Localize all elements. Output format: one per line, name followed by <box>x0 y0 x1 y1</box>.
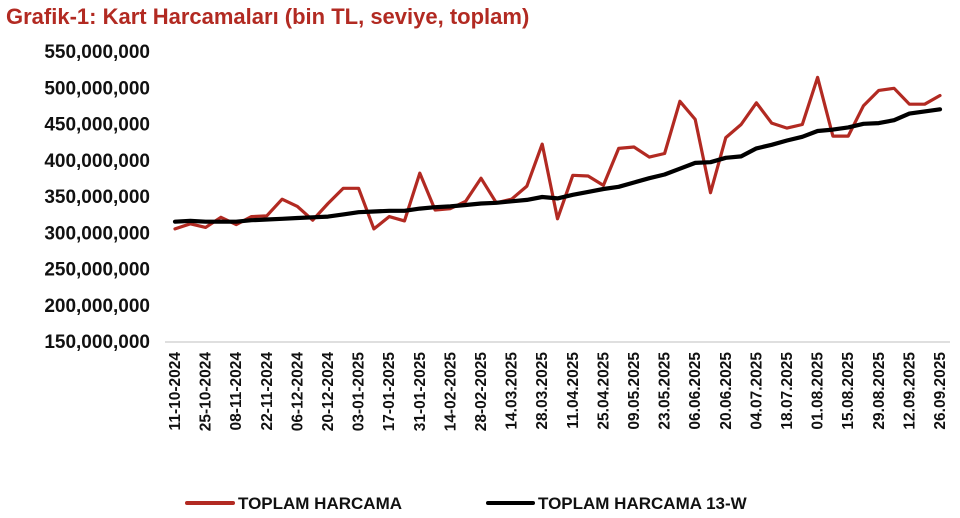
legend-label: TOPLAM HARCAMA <box>238 494 402 513</box>
x-tick-label: 09.05.2025 <box>626 352 643 430</box>
x-tick-label: 31-01-2025 <box>412 352 429 432</box>
x-tick-label: 25-10-2024 <box>198 352 215 432</box>
x-tick-label: 28.03.2025 <box>534 352 551 430</box>
x-tick-label: 15.08.2025 <box>840 352 857 430</box>
x-axis: 11-10-2024 25-10-2024 08-11-2024 22-11-2024… <box>165 341 950 432</box>
x-tick-label: 20.06.2025 <box>718 352 735 430</box>
x-tick-label: 29.08.2025 <box>871 352 888 430</box>
y-tick-label: 500,000,000 <box>44 78 150 99</box>
y-tick-label: 550,000,000 <box>44 42 150 63</box>
y-tick-label: 450,000,000 <box>44 115 150 136</box>
x-tick-label: 11-10-2024 <box>167 352 184 431</box>
x-tick-label: 11.04.2025 <box>565 352 582 429</box>
legend: TOPLAM HARCAMA TOPLAM HARCAMA 13-W <box>185 494 748 513</box>
series-line-toplam-harcama <box>173 75 942 231</box>
x-tick-label: 14.03.2025 <box>504 352 521 430</box>
x-tick-label: 22-11-2024 <box>259 352 276 431</box>
x-tick-label: 03-01-2025 <box>351 352 368 432</box>
x-tick-label: 20-12-2024 <box>320 352 337 432</box>
y-axis: 150,000,000 200,000,000 250,000,000 300,000… <box>44 42 150 353</box>
legend-label: TOPLAM HARCAMA 13-W <box>538 494 748 513</box>
y-tick-label: 400,000,000 <box>44 151 150 172</box>
x-tick-label: 12.09.2025 <box>901 352 918 430</box>
x-tick-label: 26.09.2025 <box>932 352 949 430</box>
y-tick-label: 150,000,000 <box>44 332 150 353</box>
x-tick-label: 25.04.2025 <box>595 352 612 430</box>
y-tick-label: 300,000,000 <box>44 223 150 244</box>
x-tick-label: 18.07.2025 <box>779 352 796 430</box>
chart-title: Grafik-1: Kart Harcamaları (bin TL, sevi… <box>6 4 530 29</box>
y-tick-label: 350,000,000 <box>44 187 150 208</box>
x-tick-label: 23.05.2025 <box>657 352 674 430</box>
x-tick-label: 28-02-2025 <box>473 352 490 432</box>
x-tick-label: 01.08.2025 <box>810 352 827 430</box>
x-tick-label: 06-12-2024 <box>289 352 306 432</box>
x-tick-label: 14-02-2025 <box>442 352 459 432</box>
series-line-toplam-harcama-13w <box>172 107 943 224</box>
x-tick-label: 06.06.2025 <box>687 352 704 430</box>
x-tick-label: 08-11-2024 <box>228 352 245 431</box>
y-tick-label: 250,000,000 <box>44 260 150 281</box>
x-tick-label: 04.07.2025 <box>748 352 765 430</box>
series-layer <box>172 75 943 231</box>
x-tick-label: 17-01-2025 <box>381 352 398 432</box>
y-tick-label: 200,000,000 <box>44 296 150 317</box>
